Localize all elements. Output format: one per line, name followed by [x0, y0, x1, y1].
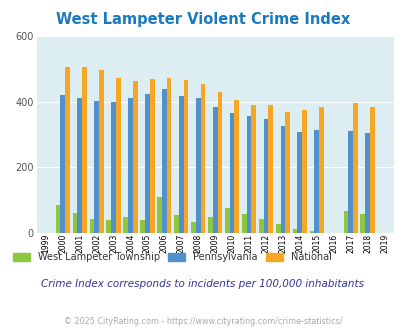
Bar [55, 205, 60, 233]
Text: West Lampeter Violent Crime Index: West Lampeter Violent Crime Index [56, 12, 349, 26]
Bar [200, 84, 205, 233]
Bar [301, 110, 306, 233]
Bar [234, 100, 239, 233]
Bar [241, 214, 246, 233]
Text: © 2025 CityRating.com - https://www.cityrating.com/crime-statistics/: © 2025 CityRating.com - https://www.city… [64, 317, 341, 326]
Bar [280, 126, 285, 233]
Bar [123, 217, 128, 233]
Bar [360, 214, 364, 233]
Bar [149, 79, 154, 233]
Bar [82, 67, 87, 233]
Bar [174, 214, 179, 233]
Bar [224, 208, 229, 233]
Bar [268, 105, 273, 233]
Bar [162, 89, 166, 233]
Bar [140, 219, 145, 233]
Bar [72, 213, 77, 233]
Bar [251, 105, 256, 233]
Bar [217, 92, 222, 233]
Bar [179, 96, 183, 233]
Bar [106, 220, 111, 233]
Bar [195, 98, 200, 233]
Bar [258, 219, 263, 233]
Bar [352, 103, 357, 233]
Bar [212, 107, 217, 233]
Bar [99, 70, 104, 233]
Bar [132, 81, 137, 233]
Bar [191, 222, 195, 233]
Bar [90, 219, 94, 233]
Bar [275, 224, 280, 233]
Bar [318, 107, 323, 233]
Bar [246, 116, 251, 233]
Bar [229, 113, 234, 233]
Legend: West Lampeter Township, Pennsylvania, National: West Lampeter Township, Pennsylvania, Na… [9, 248, 335, 266]
Bar [297, 132, 301, 233]
Text: Crime Index corresponds to incidents per 100,000 inhabitants: Crime Index corresponds to incidents per… [41, 279, 364, 289]
Bar [183, 81, 188, 233]
Bar [369, 107, 374, 233]
Bar [207, 217, 212, 233]
Bar [285, 112, 289, 233]
Bar [77, 98, 82, 233]
Bar [111, 102, 116, 233]
Bar [263, 119, 268, 233]
Bar [343, 212, 347, 233]
Bar [145, 94, 149, 233]
Bar [65, 67, 70, 233]
Bar [116, 78, 120, 233]
Bar [60, 95, 65, 233]
Bar [157, 197, 162, 233]
Bar [313, 130, 318, 233]
Bar [347, 131, 352, 233]
Bar [292, 229, 297, 233]
Bar [128, 98, 132, 233]
Bar [364, 134, 369, 233]
Bar [166, 78, 171, 233]
Bar [309, 231, 313, 233]
Bar [94, 101, 99, 233]
